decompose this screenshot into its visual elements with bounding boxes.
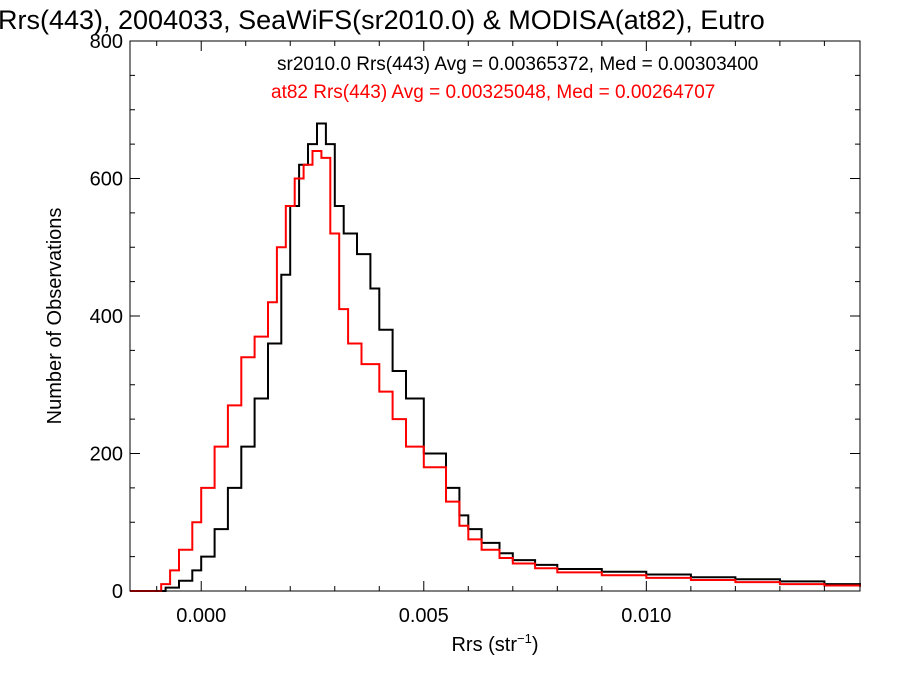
y-tick-label: 600 [90,169,123,191]
x-tick-label: 0.000 [176,605,226,627]
chart-title: Rrs(443), 2004033, SeaWiFS(sr2010.0) & M… [0,5,765,35]
x-tick-label: 0.005 [399,605,449,627]
legend-entry-at82: at82 Rrs(443) Avg = 0.00325048, Med = 0.… [271,82,715,103]
x-axis-label: Rrs (str−1) [451,631,538,656]
y-tick-label: 400 [90,306,123,328]
x-axis: 0.000 0.005 0.010 [156,41,825,627]
y-tick-label: 0 [112,581,123,603]
plot-frame [129,40,861,592]
plot-area [130,122,861,592]
y-tick-label: 800 [90,31,123,53]
x-tick-label: 0.010 [621,605,671,627]
y-axis-label: Number of Observations [44,208,66,425]
series-line-at82 [130,150,861,592]
series-line-sr2010.0 [130,122,861,592]
x-axis-label-sup: −1 [517,631,532,646]
x-axis-label-main: Rrs (str [451,634,517,656]
y-tick-label: 200 [90,444,123,466]
legend-entry-sr2010: sr2010.0 Rrs(443) Avg = 0.00365372, Med … [277,54,758,75]
x-axis-label-end: ) [532,634,539,656]
y-axis: 0 200 400 600 800 [90,31,860,603]
